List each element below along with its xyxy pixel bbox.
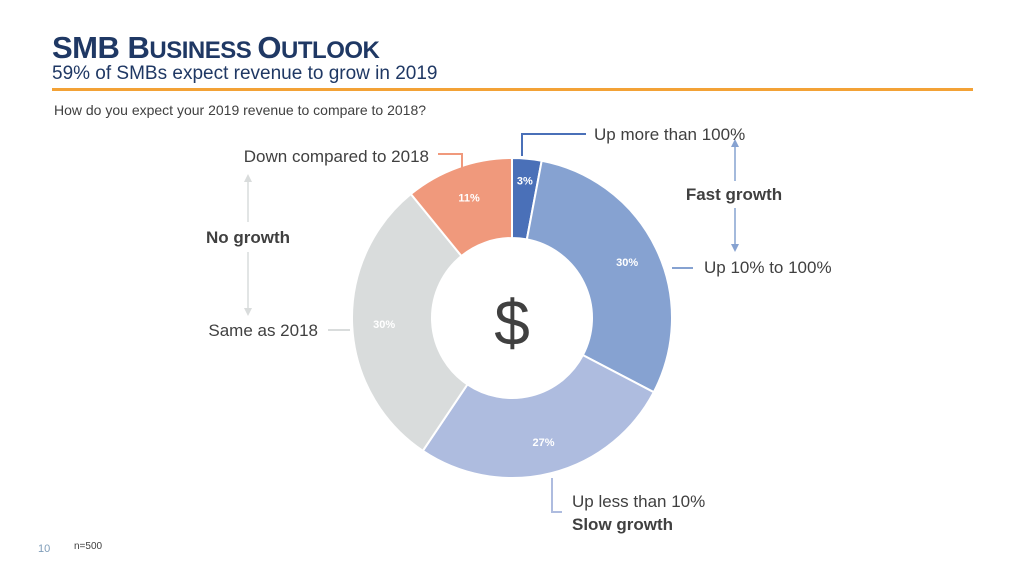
group-label-fast-growth: Fast growth — [686, 185, 782, 204]
slice-down-compared-to-2018 — [409, 156, 513, 258]
category-label-down-2018: Down compared to 2018 — [244, 147, 429, 166]
slice-value-up-more-than-100: 3% — [517, 176, 533, 188]
no-growth-arrowhead-up — [244, 174, 252, 182]
leader-line-up-less-10 — [551, 478, 562, 513]
category-label-up-10-100: Up 10% to 100% — [704, 258, 832, 277]
title-part-1: SMB — [52, 30, 128, 65]
slide-title: SMB BUSINESS OUTLOOK — [52, 30, 380, 69]
slide-subtitle: 59% of SMBs expect revenue to grow in 20… — [52, 63, 438, 84]
donut-slices — [351, 156, 673, 479]
title-part-3: OUTLOOK — [257, 30, 380, 65]
slice-value-down-compared-to-2018: 11% — [458, 192, 480, 204]
leader-line-up-more-100 — [521, 133, 586, 156]
slice-value-labels: 3% 30% 27% 30% 11% — [373, 176, 638, 449]
leader-line-down-2018 — [438, 153, 463, 170]
survey-question: How do you expect your 2019 revenue to c… — [54, 102, 427, 118]
slice-up-10-to-100 — [525, 159, 673, 394]
slice-up-less-than-10 — [421, 353, 656, 479]
no-growth-arrowhead-down — [244, 308, 252, 316]
fast-growth-arrowhead-up — [731, 139, 739, 147]
center-dollar-label: $ — [494, 287, 530, 359]
page-number: 10 — [38, 543, 51, 555]
title-divider — [52, 88, 973, 91]
title-part-2: BUSINESS — [127, 30, 258, 65]
group-arrows — [244, 139, 739, 316]
category-label-up-more-100: Up more than 100% — [594, 125, 745, 144]
group-label-no-growth: No growth — [206, 228, 290, 247]
slice-value-up-less-than-10: 27% — [533, 437, 555, 449]
slice-value-same-as-2018: 30% — [373, 319, 395, 331]
fast-growth-arrowhead-down — [731, 244, 739, 252]
slice-same-as-2018 — [351, 192, 469, 453]
group-label-slow-growth: Slow growth — [572, 515, 673, 534]
sample-size-note: n=500 — [74, 541, 103, 552]
category-label-same-2018: Same as 2018 — [208, 321, 318, 340]
slice-value-up-10-to-100: 30% — [616, 257, 638, 269]
leader-lines — [328, 133, 693, 513]
category-label-up-less-10: Up less than 10% — [572, 492, 705, 511]
